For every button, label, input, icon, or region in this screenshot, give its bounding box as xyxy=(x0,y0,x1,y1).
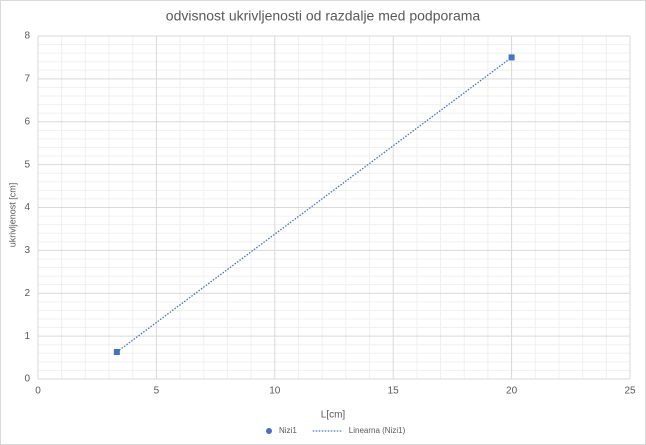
x-tick-label: 0 xyxy=(35,386,41,397)
x-tick-label: 20 xyxy=(506,386,518,397)
legend-label: Linearna (Nizi1) xyxy=(349,426,406,435)
x-axis-label: L[cm] xyxy=(321,410,346,421)
trendline xyxy=(116,56,512,353)
point xyxy=(508,54,515,61)
legend-label: Nizi1 xyxy=(279,426,297,435)
x-tick-label: 15 xyxy=(388,386,400,397)
y-tick-label: 8 xyxy=(24,31,30,42)
y-tick-label: 7 xyxy=(24,74,30,85)
y-tick-label: 5 xyxy=(24,159,30,170)
y-axis-label: ukrivljenost [cm] xyxy=(7,183,17,248)
x-tick-label: 5 xyxy=(154,386,160,397)
y-tick-label: 3 xyxy=(24,245,30,256)
y-tick-label: 4 xyxy=(24,202,30,213)
y-tick-label: 1 xyxy=(24,331,30,342)
y-tick-label: 0 xyxy=(24,374,30,385)
x-tick-label: 25 xyxy=(624,386,636,397)
y-tick-label: 2 xyxy=(24,288,30,299)
chart-title: odvisnost ukrivljenosti od razdalje med … xyxy=(166,8,481,24)
point xyxy=(113,348,120,355)
legend-marker xyxy=(266,428,272,434)
x-tick-label: 10 xyxy=(269,386,281,397)
y-tick-label: 6 xyxy=(24,116,30,127)
